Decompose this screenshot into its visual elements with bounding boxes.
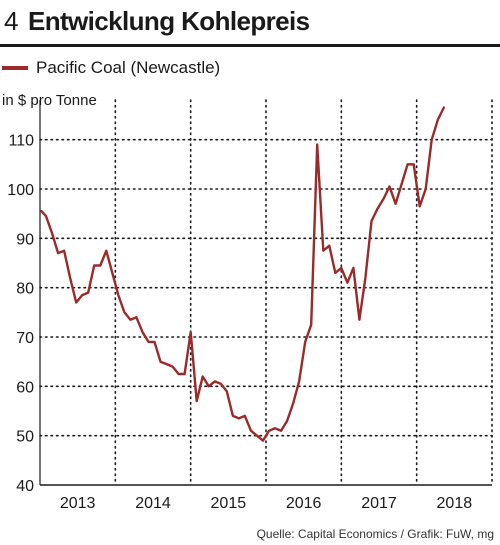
y-tick-label: 40 [16, 478, 34, 495]
y-tick-label: 100 [7, 182, 34, 199]
y-tick-label: 90 [16, 231, 34, 248]
x-tick-label: 2015 [211, 495, 247, 512]
legend-swatch [2, 66, 28, 70]
legend-label: Pacific Coal (Newcastle) [36, 58, 221, 77]
x-tick-label: 2017 [361, 495, 397, 512]
x-tick-label: 2014 [135, 495, 171, 512]
x-tick-label: 2016 [286, 495, 322, 512]
y-tick-label: 60 [16, 379, 34, 396]
figure-number: 4 [4, 5, 18, 36]
source-note: Quelle: Capital Economics / Grafik: FuW,… [256, 527, 494, 541]
x-tick-label: 2018 [437, 495, 473, 512]
y-unit-label: in $ pro Tonne [2, 92, 97, 109]
x-tick-label: 2013 [60, 495, 96, 512]
y-tick-label: 50 [16, 429, 34, 446]
y-tick-label: 80 [16, 281, 34, 298]
chart-title: Entwicklung Kohlepreis [27, 5, 310, 36]
legend: Pacific Coal (Newcastle) [0, 56, 220, 80]
grid [39, 99, 493, 486]
y-tick-label: 110 [8, 133, 34, 150]
chart-header: 4 Entwicklung Kohlepreis [0, 4, 310, 38]
series-line-pacific-coal [40, 106, 445, 442]
title-divider [0, 44, 500, 47]
y-tick-label: 70 [16, 330, 34, 347]
